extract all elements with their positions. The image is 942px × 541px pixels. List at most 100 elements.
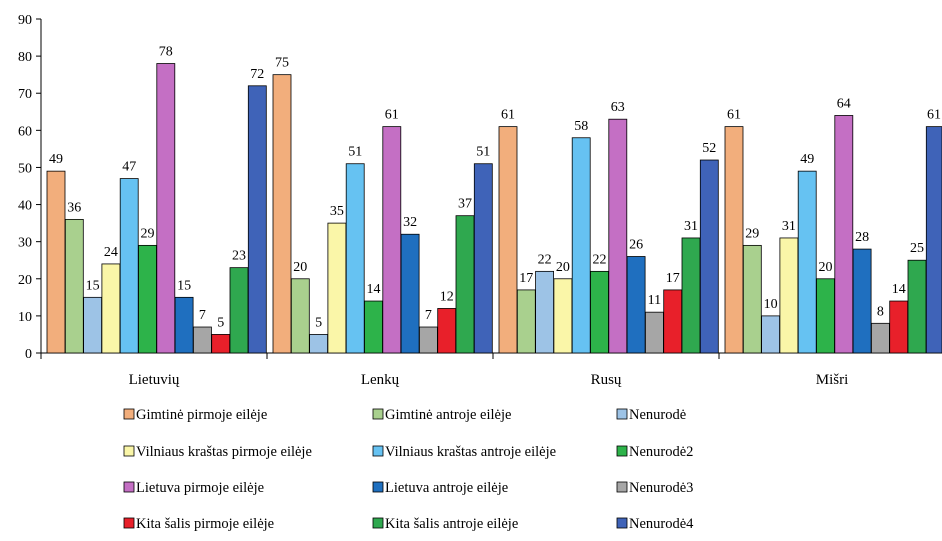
data-label: 17 — [519, 271, 533, 286]
bar — [309, 334, 329, 354]
bar — [229, 267, 249, 354]
data-label: 28 — [855, 230, 869, 245]
y-tick-label: 0 — [25, 347, 32, 362]
bar — [156, 63, 176, 354]
y-tick-label: 60 — [18, 124, 32, 139]
data-label: 26 — [629, 238, 643, 253]
legend-swatch — [123, 408, 135, 420]
bar — [925, 126, 942, 354]
data-label: 20 — [556, 260, 570, 275]
legend-item: Vilniaus kraštas pirmoje eilėje — [123, 444, 312, 460]
y-tick-label: 30 — [18, 236, 32, 251]
category-label: Lietuvių — [129, 372, 180, 388]
y-axis: 0 10 20 30 40 50 60 70 80 90 — [18, 13, 42, 362]
legend-swatch — [616, 481, 628, 493]
bar — [498, 126, 518, 354]
data-label: 12 — [440, 289, 454, 304]
legend-label: Nenurodė4 — [629, 516, 694, 532]
data-label: 31 — [782, 219, 796, 234]
legend-swatch — [123, 445, 135, 457]
legend-label: Nenurodė3 — [629, 480, 693, 496]
legend-label: Vilniaus kraštas antroje eilėje — [385, 444, 556, 460]
data-label: 61 — [927, 108, 941, 123]
category-label: Lenkų — [361, 372, 400, 388]
bar — [46, 170, 66, 354]
legend-item: Nenurodė4 — [616, 516, 694, 532]
data-label: 64 — [837, 96, 851, 111]
bar — [272, 74, 292, 354]
legend-label: Gimtinė pirmoje eilėje — [136, 407, 267, 423]
y-tick-label: 10 — [18, 310, 32, 325]
bar — [852, 248, 872, 354]
bar — [211, 334, 231, 354]
bar — [535, 270, 554, 354]
bar — [83, 296, 102, 354]
category-label: Mišri — [816, 372, 849, 388]
bar — [400, 233, 420, 354]
bar — [608, 118, 628, 354]
bar — [590, 270, 609, 354]
data-label: 49 — [49, 152, 63, 167]
legend-item: Nenurodė3 — [616, 480, 693, 496]
bar — [119, 178, 139, 354]
category-label: Rusų — [591, 372, 622, 388]
y-tick-label: 70 — [18, 87, 32, 102]
bar — [889, 300, 909, 354]
bar — [626, 256, 646, 354]
legend-swatch — [616, 517, 628, 529]
data-label: 23 — [232, 249, 246, 264]
data-label: 49 — [800, 152, 814, 167]
legend-item: Nenurodė — [616, 407, 686, 423]
legend-label: Nenurodė — [629, 407, 686, 423]
bar — [571, 137, 591, 354]
legend-label: Lietuva pirmoje eilėje — [136, 480, 264, 496]
bar — [192, 326, 212, 354]
legend-label: Gimtinė antroje eilėje — [385, 407, 511, 423]
data-label: 31 — [684, 219, 698, 234]
bar — [907, 259, 927, 354]
data-label: 63 — [611, 100, 625, 115]
bar — [681, 237, 701, 354]
legend-swatch — [372, 445, 384, 457]
legend-label: Lietuva antroje eilėje — [385, 480, 508, 496]
bar — [345, 163, 365, 354]
bar — [418, 326, 438, 354]
legend-item: Gimtinė pirmoje eilėje — [123, 407, 267, 423]
data-label: 17 — [666, 271, 680, 286]
bar — [437, 308, 457, 354]
bar — [663, 289, 683, 354]
bar — [553, 278, 573, 354]
legend-swatch — [372, 408, 384, 420]
y-tick-label: 90 — [18, 13, 32, 28]
bar — [290, 278, 310, 354]
legend-label: Nenurodė2 — [629, 444, 693, 460]
legend-swatch — [372, 517, 384, 529]
data-label: 32 — [403, 215, 417, 230]
data-label: 5 — [315, 315, 322, 330]
legend-item: Lietuva pirmoje eilėje — [123, 480, 264, 496]
data-label: 61 — [385, 108, 399, 123]
data-label: 61 — [727, 108, 741, 123]
bar — [64, 218, 84, 354]
data-label: 37 — [458, 197, 472, 212]
legend-item: Gimtinė antroje eilėje — [372, 407, 511, 423]
data-label: 20 — [819, 260, 833, 275]
bar — [101, 263, 121, 354]
bar — [761, 315, 780, 354]
legend-item: Lietuva antroje eilėje — [372, 480, 508, 496]
bar — [645, 311, 664, 354]
bar — [816, 278, 835, 354]
data-label: 8 — [877, 304, 884, 319]
data-label: 7 — [199, 308, 206, 323]
data-label: 35 — [330, 204, 344, 219]
data-label: 7 — [425, 308, 432, 323]
data-label: 10 — [764, 297, 778, 312]
bar — [174, 296, 194, 354]
data-label: 36 — [67, 200, 81, 215]
data-label: 25 — [910, 241, 924, 256]
data-label: 5 — [217, 315, 224, 330]
data-label: 51 — [348, 145, 362, 160]
legend-item: Vilniaus kraštas antroje eilėje — [372, 444, 556, 460]
bar — [779, 237, 799, 354]
